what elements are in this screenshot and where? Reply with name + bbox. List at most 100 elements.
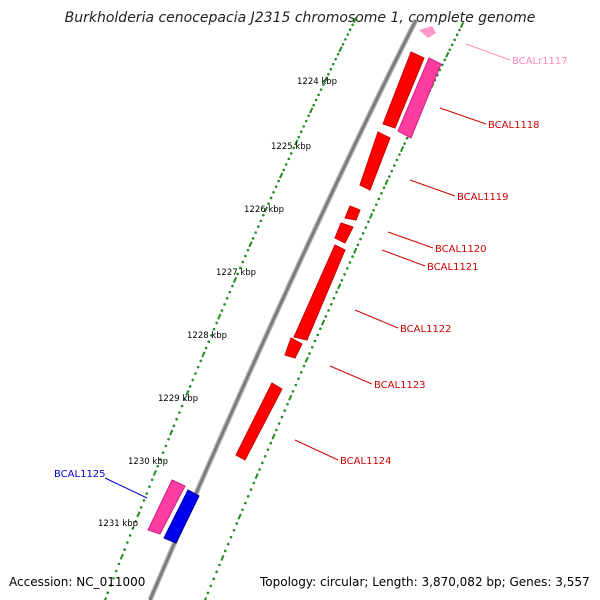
outer-scale-tick — [172, 424, 176, 428]
outer-scale-tick — [329, 67, 333, 71]
inner-scale-tick — [455, 33, 459, 37]
inner-scale-tick — [297, 377, 300, 380]
outer-scale-tick — [244, 254, 247, 258]
accession-text: Accession: NC_011000 — [9, 575, 146, 589]
outer-scale-tick — [220, 309, 224, 312]
inner-scale-tick — [258, 468, 261, 471]
scale-dots-inner — [203, 21, 465, 600]
outer-scale-tick — [241, 260, 245, 264]
inner-scale-tick — [387, 175, 391, 178]
inner-scale-tick — [266, 448, 270, 451]
inner-scale-tick — [332, 296, 336, 300]
inner-scale-tick — [252, 481, 256, 485]
scale-label: 1226 kbp — [244, 205, 284, 215]
outer-scale-major-tick — [103, 596, 108, 600]
outer-scale-tick — [164, 444, 168, 448]
inner-scale-tick — [443, 58, 447, 62]
feature-BCAL1124[interactable] — [235, 382, 283, 461]
inner-scale-tick — [374, 203, 378, 206]
outer-scale-tick — [148, 485, 151, 488]
feature-BCAL1125[interactable] — [163, 489, 200, 544]
inner-scale-tick — [348, 261, 352, 264]
label-BCAL1122[interactable]: BCAL1122 — [400, 324, 452, 335]
outer-scale-tick — [341, 42, 345, 46]
scale-label: 1229 kbp — [158, 394, 198, 404]
outer-scale-tick — [274, 185, 278, 188]
outer-scale-tick — [150, 478, 154, 482]
feature-BCAL1119[interactable] — [359, 131, 391, 191]
outer-scale-tick — [225, 296, 229, 300]
inner-scale-tick — [212, 577, 216, 581]
label-BCAL1118[interactable]: BCAL1118 — [488, 120, 540, 131]
outer-scale-tick — [267, 202, 270, 205]
inner-scale-tick — [308, 352, 311, 355]
outer-scale-tick — [272, 191, 275, 194]
inner-scale-tick — [356, 243, 360, 247]
leader-BCAL1123 — [329, 365, 373, 385]
inner-scale-tick — [345, 267, 349, 270]
label-BCAL1120[interactable]: BCAL1120 — [435, 244, 487, 255]
outer-scale-tick — [269, 196, 273, 200]
outer-scale-tick — [180, 404, 184, 408]
outer-scale-major-tick — [323, 76, 329, 83]
label-BCAL1119[interactable]: BCAL1119 — [457, 192, 509, 203]
inner-scale-tick — [229, 535, 233, 539]
leader-BCALr1117 — [465, 43, 511, 61]
outer-scale-tick — [215, 321, 218, 325]
inner-scale-tick — [340, 278, 344, 282]
outer-scale-major-tick — [232, 276, 238, 284]
inner-scale-tick — [269, 441, 273, 445]
outer-scale-tick — [351, 23, 354, 27]
inner-scale-tick — [275, 428, 278, 432]
scale-label: 1228 kbp — [187, 331, 227, 341]
outer-scale-tick — [131, 527, 135, 530]
scale-label: 1231 kbp — [98, 519, 138, 529]
outer-scale-tick — [228, 290, 232, 294]
feature-BCAL1123[interactable] — [284, 337, 303, 359]
outer-scale-tick — [302, 125, 306, 128]
outer-scale-tick — [123, 548, 126, 551]
inner-scale-tick — [249, 488, 253, 491]
outer-scale-tick — [251, 237, 255, 240]
feature-BCAL1118-rna[interactable] — [397, 57, 442, 139]
leader-BCAL1122 — [354, 309, 399, 329]
inner-scale-tick — [390, 169, 394, 173]
feature-BCAL1122[interactable] — [293, 244, 346, 341]
feature-BCAL1121[interactable] — [334, 222, 354, 244]
outer-scale-tick — [175, 417, 178, 421]
inner-scale-tick — [395, 158, 399, 162]
outer-scale-tick — [346, 33, 350, 36]
outer-scale-tick — [112, 576, 115, 580]
feature-BCAL1120[interactable] — [344, 205, 361, 221]
label-BCAL1124[interactable]: BCAL1124 — [340, 456, 392, 467]
inner-scale-tick — [324, 315, 328, 318]
inner-scale-tick — [398, 153, 401, 156]
label-BCAL1123[interactable]: BCAL1123 — [374, 380, 426, 391]
label-BCALr1117[interactable]: BCALr1117 — [512, 56, 568, 67]
outer-scale-major-tick — [152, 469, 158, 476]
inner-scale-tick — [283, 409, 287, 412]
inner-scale-major-tick — [220, 554, 225, 561]
inner-scale-tick — [206, 591, 210, 595]
outer-scale-tick — [167, 437, 170, 441]
label-BCAL1121[interactable]: BCAL1121 — [427, 262, 479, 273]
inner-scale-tick — [329, 303, 333, 306]
inner-scale-tick — [377, 197, 381, 201]
inner-scale-major-tick — [399, 146, 405, 153]
inner-scale-tick — [280, 415, 284, 419]
inner-scale-tick — [450, 43, 454, 47]
feature-BCALr1117[interactable] — [419, 26, 436, 38]
scale-labels: 1224 kbp 1225 kbp 1226 kbp 1227 kbp 1228 kbp… — [98, 77, 337, 529]
outer-scale-tick — [297, 135, 301, 139]
outer-scale-tick — [145, 492, 148, 495]
inner-scale-tick — [209, 584, 213, 588]
label-BCAL1125[interactable]: BCAL1125 — [54, 469, 106, 480]
outer-scale-tick — [207, 340, 211, 344]
outer-scale-tick — [236, 272, 239, 276]
outer-scale-tick — [336, 52, 340, 56]
leader-BCAL1118 — [439, 107, 487, 125]
feature-BCAL1125-rna[interactable] — [147, 479, 186, 535]
feature-BCAL1118[interactable] — [382, 51, 425, 129]
